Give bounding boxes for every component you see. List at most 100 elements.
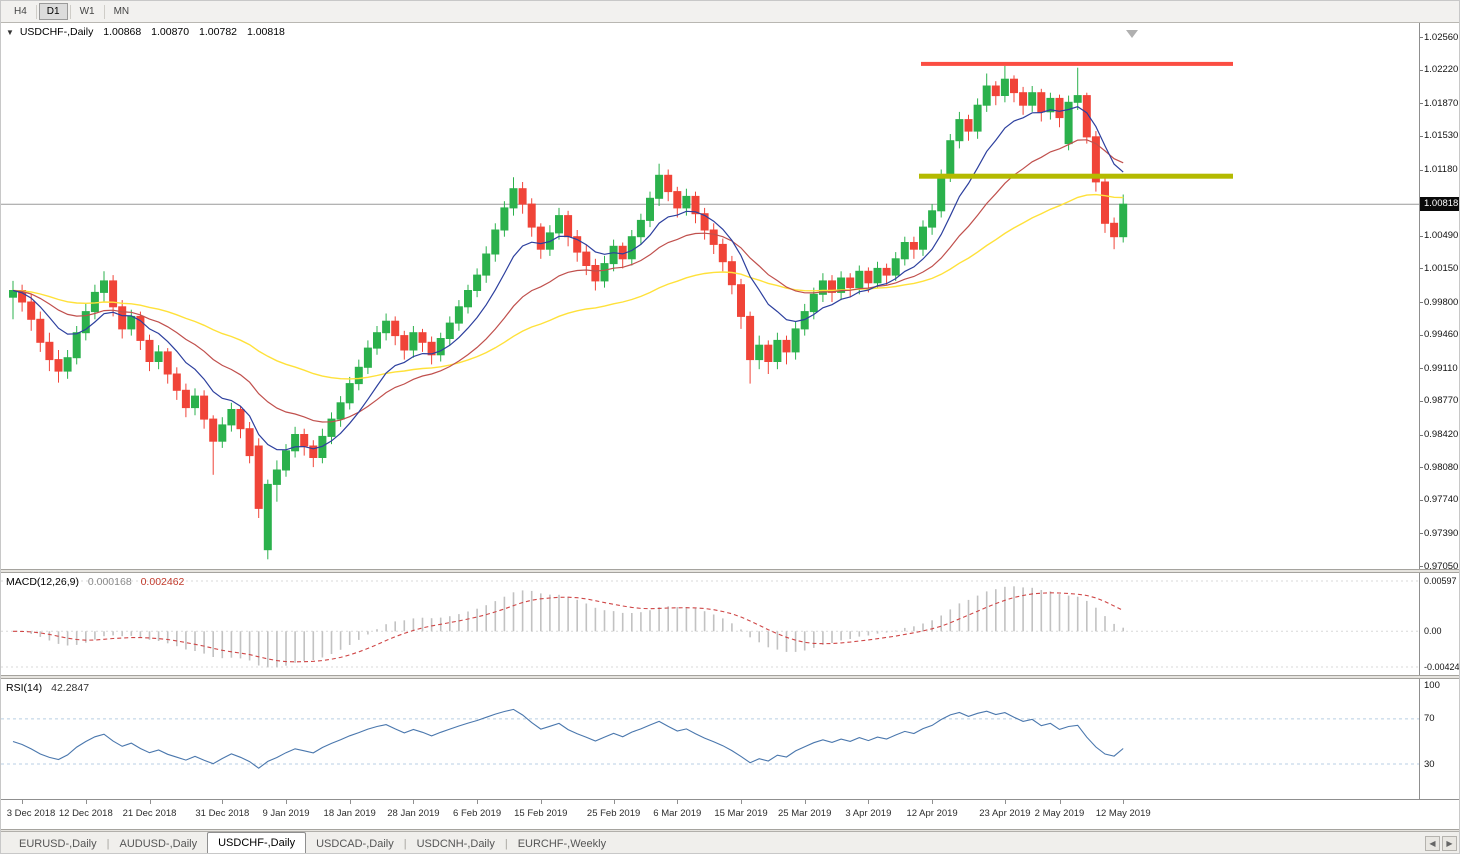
macd-panel[interactable]: MACD(12,26,9) 0.000168 0.002462	[1, 573, 1419, 675]
price-axis-label: 0.97740	[1424, 494, 1459, 506]
chart-tab-usdchf[interactable]: USDCHF-,Daily	[207, 832, 307, 853]
macd-axis-label: -0.00424	[1424, 662, 1460, 672]
time-axis-tick	[1004, 800, 1006, 804]
date-label: 15 Feb 2019	[514, 808, 568, 819]
panel-separator[interactable]	[1, 675, 1459, 679]
price-axis-tick	[1420, 566, 1423, 567]
tab-divider: |	[403, 838, 407, 850]
rsi-label: RSI(14)	[6, 682, 43, 694]
date-label: 12 Dec 2018	[58, 808, 113, 819]
price-axis-label: 0.97390	[1424, 527, 1459, 539]
timeframe-button-h4[interactable]: H4	[14, 6, 27, 17]
price-axis-tick	[1420, 400, 1423, 402]
price-chart-canvas[interactable]	[1, 23, 1419, 569]
timeframe-button-w1[interactable]: W1	[79, 6, 95, 17]
macd-header: MACD(12,26,9) 0.000168 0.002462	[6, 576, 184, 588]
price-axis-label: 1.01530	[1424, 130, 1459, 142]
chart-tabs: EURUSD-,Daily | AUDUSD-,Daily USDCHF-,Daily…	[1, 831, 1459, 853]
price-chart-panel[interactable]: ▼ USDCHF-,Daily 1.00868 1.00870 1.00782 …	[1, 23, 1419, 569]
resistance-line[interactable]	[921, 61, 1233, 66]
price-axis-label: 1.01180	[1424, 164, 1458, 175]
timeframe-button-d1[interactable]: D1	[38, 3, 68, 20]
time-axis-tick	[349, 800, 351, 804]
price-axis-tick	[1420, 37, 1423, 38]
chart-tab-usdcad[interactable]: USDCAD-,Daily	[316, 838, 394, 850]
date-label: 6 Mar 2019	[653, 808, 702, 819]
price-axis-label: 1.00490	[1424, 230, 1459, 242]
candlestick-series	[9, 65, 1128, 560]
price-axis-tick	[1420, 334, 1423, 336]
date-label: 28 Jan 2019	[387, 808, 440, 819]
price-axis-tick	[1420, 434, 1423, 436]
macd-histogram	[21, 586, 1124, 668]
tab-scroll-left-icon[interactable]: ◀	[1425, 836, 1440, 851]
date-label: 21 Dec 2018	[122, 808, 177, 819]
ohlc-open: 1.00868	[103, 26, 142, 38]
time-axis-tick	[85, 800, 87, 804]
toolbar-separator	[35, 4, 37, 19]
price-axis-tick	[1420, 135, 1423, 137]
chart-tab-audusd[interactable]: AUDUSD-,Daily	[119, 838, 198, 850]
rsi-panel[interactable]: RSI(14) 42.2847	[1, 679, 1419, 799]
date-label: 18 Jan 2019	[323, 808, 376, 819]
date-label: 3 Dec 2018	[6, 808, 56, 819]
price-axis-label: 1.00150	[1424, 262, 1459, 274]
price-axis[interactable]: 1.00818 1.02560 1.02220 1.01870 1.01530 1.01…	[1419, 23, 1459, 572]
rsi-value: 42.2847	[51, 682, 90, 694]
ohlc-close: 1.00818	[246, 26, 285, 38]
time-axis-tick	[286, 800, 287, 804]
price-axis-label: 0.97050	[1424, 560, 1459, 572]
time-axis-tick	[932, 800, 934, 804]
ma-slow-line	[12, 193, 1124, 380]
macd-axis[interactable]: 0.00597 0.00 -0.00424	[1419, 573, 1460, 675]
time-axis-tick	[804, 800, 806, 804]
rsi-axis-label: 100	[1424, 679, 1440, 691]
time-axis-tick	[22, 800, 24, 804]
price-axis-label: 0.99110	[1424, 362, 1458, 374]
date-label: 9 Jan 2019	[262, 808, 310, 819]
tab-divider: |	[504, 838, 508, 850]
price-axis-tick	[1420, 368, 1423, 370]
date-label: 12 May 2019	[1095, 808, 1151, 819]
timeframe-button-mn[interactable]: MN	[113, 6, 130, 17]
macd-signal-line	[12, 592, 1124, 663]
price-axis-label: 0.98770	[1424, 395, 1459, 407]
macd-value-main: 0.000168	[87, 576, 132, 588]
macd-canvas[interactable]	[1, 573, 1419, 675]
rsi-canvas[interactable]	[1, 679, 1419, 799]
price-axis-tick	[1420, 69, 1423, 71]
chart-shift-marker-icon[interactable]	[1126, 30, 1138, 38]
timeframe-toolbar: H4 D1 W1 MN	[1, 1, 1459, 23]
date-label: 12 Apr 2019	[906, 808, 958, 819]
ma-mid-line	[12, 139, 1124, 423]
ma-fast-line	[12, 106, 1124, 451]
support-line[interactable]	[919, 173, 1233, 179]
bottom-divider	[1, 829, 1459, 831]
rsi-line	[12, 708, 1124, 769]
time-axis-tick	[149, 800, 151, 804]
time-axis-tick	[413, 800, 415, 804]
rsi-axis[interactable]: 100 70 30	[1419, 679, 1459, 799]
time-axis[interactable]: 3 Dec 2018 12 Dec 2018 21 Dec 2018 31 Dec 2…	[1, 799, 1459, 829]
chart-tab-usdcnh[interactable]: USDCNH-,Daily	[416, 838, 495, 850]
time-axis-tick	[222, 800, 224, 804]
date-label: 15 Mar 2019	[714, 808, 768, 819]
tab-scroll-right-icon[interactable]: ▶	[1442, 836, 1457, 851]
collapse-arrow-icon[interactable]: ▼	[6, 28, 14, 37]
chart-tab-eurchf[interactable]: EURCHF-,Weekly	[517, 838, 607, 850]
macd-label: MACD(12,26,9)	[6, 576, 79, 588]
panel-separator[interactable]	[1, 569, 1459, 573]
time-axis-tick	[477, 800, 479, 804]
current-price-badge: 1.00818	[1420, 197, 1459, 212]
date-label: 23 Apr 2019	[979, 808, 1031, 819]
toolbar-separator	[103, 4, 105, 19]
date-label: 25 Mar 2019	[778, 808, 832, 819]
toolbar-separator	[69, 4, 71, 19]
price-axis-label: 0.98420	[1424, 429, 1459, 440]
time-axis-tick	[868, 800, 870, 804]
chart-tab-eurusd[interactable]: EURUSD-,Daily	[19, 838, 97, 850]
tab-divider: |	[106, 838, 110, 850]
date-label: 3 Apr 2019	[845, 808, 892, 819]
rsi-axis-label: 30	[1424, 758, 1435, 770]
